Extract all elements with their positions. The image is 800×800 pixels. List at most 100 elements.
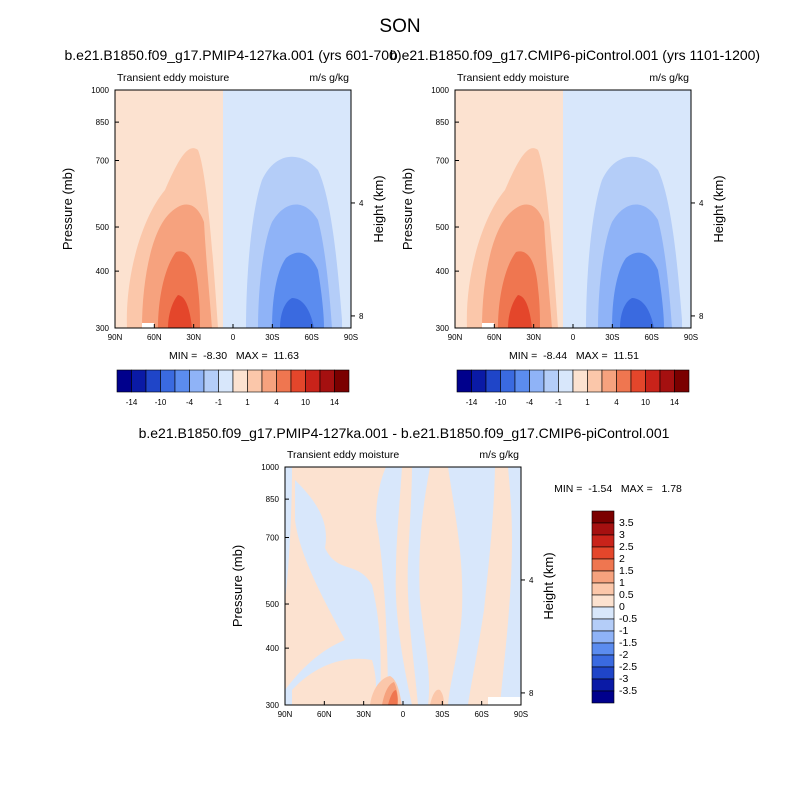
colorbar-swatch bbox=[591, 642, 615, 656]
colorbar-swatch bbox=[189, 369, 205, 393]
x-tick-label: 60N bbox=[487, 333, 502, 342]
x-tick-label: 0 bbox=[401, 710, 406, 719]
y-tick-label: 400 bbox=[436, 267, 450, 276]
missing-data bbox=[488, 697, 521, 705]
colorbar-swatch bbox=[174, 369, 190, 393]
positive-contour-5 bbox=[430, 689, 444, 705]
colorbar-swatch bbox=[591, 666, 615, 680]
colorbar-label: -1 bbox=[555, 398, 563, 407]
panel-title: b.e21.B1850.f09_g17.PMIP4-127ka.001 (yrs… bbox=[64, 47, 401, 63]
colorbar-swatch bbox=[131, 369, 147, 393]
min-max-stats: MIN = -8.44 MAX = 11.51 bbox=[509, 350, 639, 362]
y-right-tick-label: 4 bbox=[699, 199, 704, 208]
x-tick-label: 30S bbox=[435, 710, 449, 719]
y-axis-right-label: Height (km) bbox=[541, 552, 556, 619]
colorbar-swatch bbox=[616, 369, 632, 393]
axes: 90N 60N 30N 0 30S 60S 90S 300 400 500 700 850 1000 8 4 bbox=[91, 86, 364, 342]
x-tick-label: 30N bbox=[186, 333, 201, 342]
y-tick-label: 500 bbox=[96, 223, 110, 232]
colorbar-label: -1 bbox=[215, 398, 223, 407]
colorbar-label: -2.5 bbox=[619, 661, 637, 673]
negative-contour-1 bbox=[285, 467, 292, 600]
colorbar-swatch bbox=[305, 369, 321, 393]
colorbar-label: 10 bbox=[641, 398, 650, 407]
right-string: m/s g/kg bbox=[309, 72, 349, 84]
x-tick-label: 30N bbox=[356, 710, 371, 719]
y-tick-label: 1000 bbox=[91, 86, 109, 95]
colorbar-swatch bbox=[116, 369, 132, 393]
colorbar-label: 3 bbox=[619, 529, 625, 541]
colorbar-label: -0.5 bbox=[619, 613, 637, 625]
missing-data bbox=[482, 323, 494, 328]
colorbar-swatch bbox=[591, 558, 615, 572]
x-tick-label: 90N bbox=[108, 333, 123, 342]
colorbar-label: 0 bbox=[619, 601, 625, 613]
contour-field bbox=[285, 467, 521, 705]
negative-contour-2 bbox=[285, 467, 412, 705]
colorbar-swatch bbox=[319, 369, 335, 393]
colorbar-swatch bbox=[247, 369, 263, 393]
x-tick-label: 0 bbox=[571, 333, 576, 342]
colorbar-swatch bbox=[334, 369, 350, 393]
min-max-stats: MIN = -1.54 MAX = 1.78 bbox=[554, 483, 682, 495]
colorbar-swatch bbox=[290, 369, 306, 393]
negative-contour-3 bbox=[407, 467, 430, 705]
colorbar-swatch bbox=[645, 369, 661, 393]
colorbar-swatch bbox=[471, 369, 487, 393]
y-tick-label: 850 bbox=[266, 495, 280, 504]
positive-contour-1 bbox=[292, 658, 376, 705]
colorbar-swatch bbox=[591, 594, 615, 608]
y-right-tick-label: 4 bbox=[359, 199, 364, 208]
colorbar-swatch bbox=[591, 522, 615, 536]
negative-contour-4 bbox=[280, 298, 314, 328]
y-tick-label: 400 bbox=[266, 644, 280, 653]
colorbar-label: -4 bbox=[526, 398, 534, 407]
left-string: Transient eddy moisture bbox=[457, 72, 569, 84]
colorbar-swatch bbox=[587, 369, 603, 393]
colorbar-swatch bbox=[543, 369, 559, 393]
left-string: Transient eddy moisture bbox=[117, 72, 229, 84]
colorbar-label: 14 bbox=[330, 398, 339, 407]
panel-pmip4: b.e21.B1850.f09_g17.PMIP4-127ka.001 (yrs… bbox=[60, 47, 402, 407]
y-tick-label: 850 bbox=[96, 118, 110, 127]
colorbar-label: 10 bbox=[301, 398, 310, 407]
colorbar-label: -3 bbox=[619, 673, 628, 685]
colorbar-swatch bbox=[591, 618, 615, 632]
x-tick-label: 90S bbox=[684, 333, 698, 342]
colorbar-label: -1.5 bbox=[619, 637, 637, 649]
axes: 90N 60N 30N 0 30S 60S 90S 300 400 500 700 850 1000 8 4 bbox=[261, 463, 534, 719]
colorbar-label: 1 bbox=[619, 577, 625, 589]
right-string: m/s g/kg bbox=[479, 449, 519, 461]
colorbar-label: 3.5 bbox=[619, 517, 634, 529]
colorbar: -14 -10 -4 -1 1 4 10 14 bbox=[116, 369, 350, 407]
colorbar-label: 2.5 bbox=[619, 541, 634, 553]
colorbar-label: -3.5 bbox=[619, 685, 637, 697]
y-right-tick-label: 8 bbox=[359, 312, 364, 321]
min-max-stats: MIN = -8.30 MAX = 11.63 bbox=[169, 350, 299, 362]
colorbar-label: -1 bbox=[619, 625, 628, 637]
colorbar-swatch bbox=[572, 369, 588, 393]
x-tick-label: 60S bbox=[305, 333, 319, 342]
colorbar-label: -2 bbox=[619, 649, 628, 661]
colorbar: -14 -10 -4 -1 1 4 10 14 bbox=[456, 369, 690, 407]
colorbar-swatch bbox=[485, 369, 501, 393]
colorbar-label: -14 bbox=[126, 398, 138, 407]
x-tick-label: 90S bbox=[344, 333, 358, 342]
y-right-tick-label: 8 bbox=[699, 312, 704, 321]
colorbar-swatch bbox=[591, 546, 615, 560]
y-tick-label: 500 bbox=[266, 600, 280, 609]
contour-field bbox=[455, 90, 691, 328]
axes: 90N 60N 30N 0 30S 60S 90S 300 400 500 700 850 1000 8 4 bbox=[431, 86, 704, 342]
colorbar-swatch bbox=[160, 369, 176, 393]
y-axis-label: Pressure (mb) bbox=[400, 168, 415, 250]
y-tick-label: 1000 bbox=[431, 86, 449, 95]
colorbar-swatch bbox=[203, 369, 219, 393]
colorbar-label: 2 bbox=[619, 553, 625, 565]
colorbar-swatch bbox=[558, 369, 574, 393]
colorbar-swatch bbox=[591, 582, 615, 596]
negative-contour-5 bbox=[500, 467, 521, 705]
y-axis-label: Pressure (mb) bbox=[60, 168, 75, 250]
positive-contour-4 bbox=[508, 295, 532, 328]
colorbar-swatch bbox=[276, 369, 292, 393]
